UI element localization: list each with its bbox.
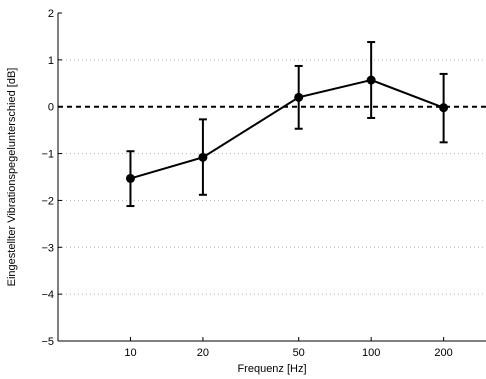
x-axis-title: Frequenz [Hz]: [237, 363, 306, 375]
grid-layer: [58, 59, 486, 295]
y-tick-label: 2: [48, 8, 54, 20]
series-layer: [125, 41, 449, 208]
y-tick-label: −2: [41, 195, 54, 207]
data-point: [125, 173, 135, 183]
data-point: [198, 152, 208, 162]
data-point: [439, 103, 449, 113]
y-tick-label: −5: [41, 336, 54, 348]
x-tick-label: 200: [434, 347, 452, 359]
x-tick-label: 50: [293, 347, 305, 359]
data-point: [294, 92, 304, 102]
y-tick-label: −3: [41, 242, 54, 254]
plot-area: [58, 13, 486, 341]
x-tick-label: 100: [362, 347, 380, 359]
axis-layer: [57, 13, 486, 342]
y-tick-label: −1: [41, 149, 54, 161]
tick-layer: −5 −4 −3 −2 −1 0 1 2 10 20 50 100 200: [41, 8, 452, 359]
x-tick-label: 10: [124, 347, 136, 359]
y-axis-title: Eingestellter Vibrationspegelunterschied…: [6, 68, 18, 287]
y-tick-label: 1: [48, 55, 54, 67]
y-tick-label: 0: [48, 102, 54, 114]
x-tick-label: 20: [197, 347, 209, 359]
y-tick-label: −4: [41, 289, 54, 301]
data-point: [366, 75, 376, 85]
